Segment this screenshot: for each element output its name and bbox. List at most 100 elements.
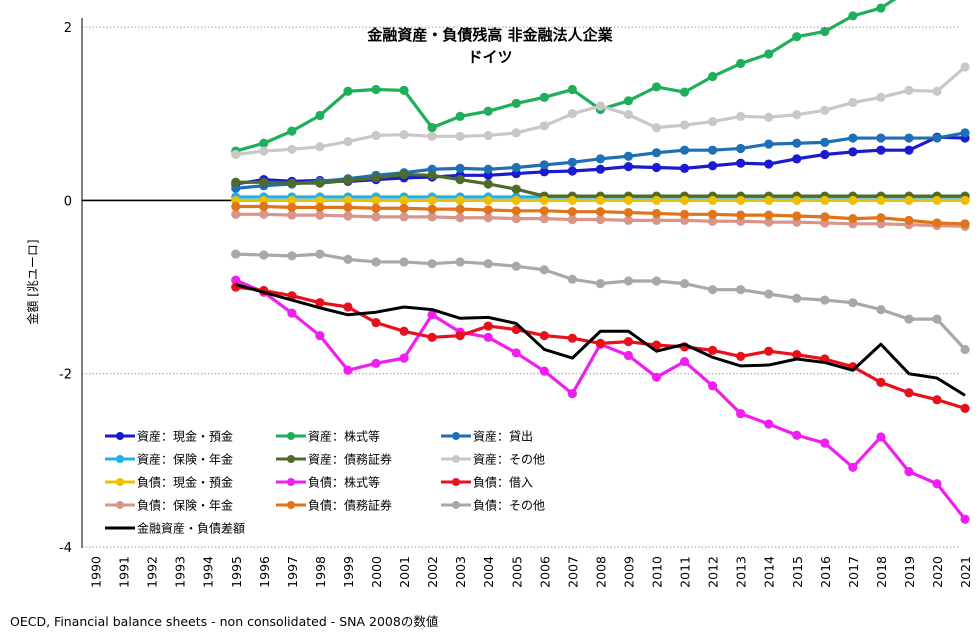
data-point xyxy=(623,96,634,106)
data-point xyxy=(567,195,577,206)
x-tick-label: 2012 xyxy=(706,556,721,588)
data-point xyxy=(511,261,521,271)
x-tick-label: 2013 xyxy=(734,556,749,588)
data-point xyxy=(595,279,606,289)
legend-swatch-marker xyxy=(287,501,295,509)
x-tick-label: 1993 xyxy=(173,556,188,588)
data-point xyxy=(539,265,549,275)
data-point xyxy=(427,310,437,320)
legend-label: 金融資産・負債差額 xyxy=(137,521,245,536)
x-tick-label: 2015 xyxy=(790,556,805,588)
data-point xyxy=(399,169,409,180)
data-point xyxy=(932,395,942,405)
data-point xyxy=(848,133,858,143)
data-point xyxy=(792,138,802,148)
data-point xyxy=(679,163,690,173)
data-point xyxy=(455,330,465,341)
chart-subtitle: ドイツ xyxy=(467,48,512,66)
data-point xyxy=(455,195,465,206)
data-point xyxy=(595,338,606,348)
x-tick-label: 2010 xyxy=(650,556,665,588)
data-point xyxy=(343,175,353,186)
data-point xyxy=(399,85,409,95)
data-point xyxy=(483,106,493,116)
data-point xyxy=(231,249,241,259)
legend-swatch-marker xyxy=(452,455,460,463)
data-point xyxy=(623,276,634,286)
data-point xyxy=(623,207,634,218)
x-tick-label: 2016 xyxy=(818,556,833,588)
x-tick-label: 1991 xyxy=(117,556,132,588)
legend-label: 負債：その他 xyxy=(473,498,545,513)
data-point xyxy=(904,195,914,206)
legend-label: 資産：現金・預金 xyxy=(137,429,233,444)
data-point xyxy=(876,92,886,102)
data-point xyxy=(820,105,830,115)
data-point xyxy=(651,340,662,350)
data-point xyxy=(820,295,830,305)
data-point xyxy=(708,71,718,82)
data-point xyxy=(792,195,802,206)
data-point xyxy=(343,136,353,147)
data-point xyxy=(595,101,606,111)
data-point xyxy=(427,204,437,214)
data-point xyxy=(483,130,493,141)
data-point xyxy=(876,195,886,206)
data-point xyxy=(623,151,634,161)
data-point xyxy=(595,164,606,174)
data-point xyxy=(483,164,493,174)
data-point xyxy=(876,3,886,13)
data-point xyxy=(371,195,381,206)
data-point xyxy=(287,210,297,220)
legend-swatch-marker xyxy=(452,501,460,509)
data-point xyxy=(708,285,718,295)
legend-item: 負債：債務証券 xyxy=(276,498,392,513)
data-point xyxy=(399,195,409,206)
series-9 xyxy=(231,209,970,232)
data-point xyxy=(960,62,970,72)
data-point xyxy=(287,144,297,154)
data-point xyxy=(904,85,914,95)
data-point xyxy=(455,163,465,173)
data-point xyxy=(343,86,353,96)
data-point xyxy=(539,92,549,102)
data-point xyxy=(287,202,297,212)
data-point xyxy=(511,348,521,358)
data-point xyxy=(764,159,774,169)
legend-label: 資産：債務証券 xyxy=(308,452,392,467)
data-point xyxy=(315,330,325,341)
data-point xyxy=(679,356,690,367)
series-11 xyxy=(231,249,970,355)
data-point xyxy=(427,123,437,133)
data-point xyxy=(651,195,662,206)
data-point xyxy=(399,129,409,140)
data-point xyxy=(343,195,353,206)
legend-label: 負債：株式等 xyxy=(308,475,380,490)
data-point xyxy=(932,479,942,489)
data-point xyxy=(315,210,325,220)
data-point xyxy=(623,350,634,361)
data-point xyxy=(371,212,381,222)
data-point xyxy=(399,353,409,363)
data-point xyxy=(371,358,381,368)
data-point xyxy=(371,257,381,267)
data-point xyxy=(371,84,381,95)
data-point xyxy=(764,195,774,206)
data-point xyxy=(231,201,241,212)
y-tick-label: 0 xyxy=(64,194,72,209)
data-point xyxy=(764,217,774,227)
data-point xyxy=(651,208,662,219)
data-point xyxy=(848,298,858,308)
legend-swatch-marker xyxy=(452,432,460,440)
data-point xyxy=(455,175,465,185)
data-point xyxy=(483,332,493,342)
series-line xyxy=(235,0,897,153)
data-point xyxy=(399,203,409,213)
data-point xyxy=(399,326,409,336)
data-point xyxy=(708,209,718,219)
data-point xyxy=(623,162,634,172)
data-point xyxy=(960,344,970,355)
data-point xyxy=(371,173,381,183)
data-point xyxy=(231,177,241,187)
data-point xyxy=(567,274,577,284)
